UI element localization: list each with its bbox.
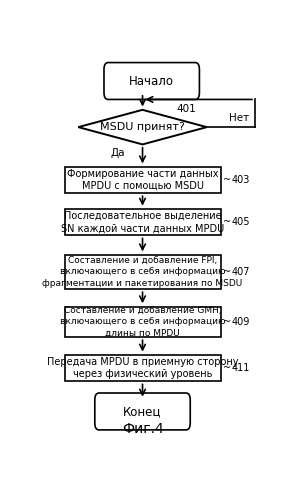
Text: ~: ~ <box>223 267 231 277</box>
Text: Формирование части данных
MPDU с помощью MSDU: Формирование части данных MPDU с помощью… <box>67 169 218 191</box>
Polygon shape <box>78 110 207 144</box>
Bar <box>65 209 221 235</box>
Bar <box>65 167 221 193</box>
Text: 409: 409 <box>232 317 250 327</box>
Text: ~: ~ <box>223 363 231 373</box>
Text: 403: 403 <box>232 175 250 185</box>
Text: 401: 401 <box>176 104 196 114</box>
Text: Фиг.4: Фиг.4 <box>122 422 163 436</box>
Bar <box>65 254 221 289</box>
Text: Да: Да <box>110 148 125 158</box>
Text: 405: 405 <box>232 217 250 227</box>
Text: 407: 407 <box>232 267 250 277</box>
Text: Составление и добавление FPI,
включающего в себя информацию
фрагментации и пакет: Составление и добавление FPI, включающег… <box>42 256 243 287</box>
Bar <box>65 355 221 381</box>
Text: Нет: Нет <box>229 112 249 123</box>
Text: Начало: Начало <box>129 74 174 87</box>
Text: ~: ~ <box>223 175 231 185</box>
Text: Передача MPDU в приемную сторону
через физический уровень: Передача MPDU в приемную сторону через ф… <box>47 357 238 379</box>
Text: ~: ~ <box>223 317 231 327</box>
Text: ~: ~ <box>223 217 231 227</box>
Text: Последовательное выделение
SN каждой части данных MPDU: Последовательное выделение SN каждой час… <box>61 211 224 233</box>
Text: MSDU принят?: MSDU принят? <box>100 122 185 132</box>
Text: Составление и добавление GMH,
включающего в себя информацию
длины по MPDU: Составление и добавление GMH, включающег… <box>60 306 225 337</box>
Text: Конец: Конец <box>123 405 162 418</box>
Text: 411: 411 <box>232 363 250 373</box>
Bar <box>65 306 221 337</box>
FancyBboxPatch shape <box>95 393 190 430</box>
FancyBboxPatch shape <box>104 62 200 99</box>
